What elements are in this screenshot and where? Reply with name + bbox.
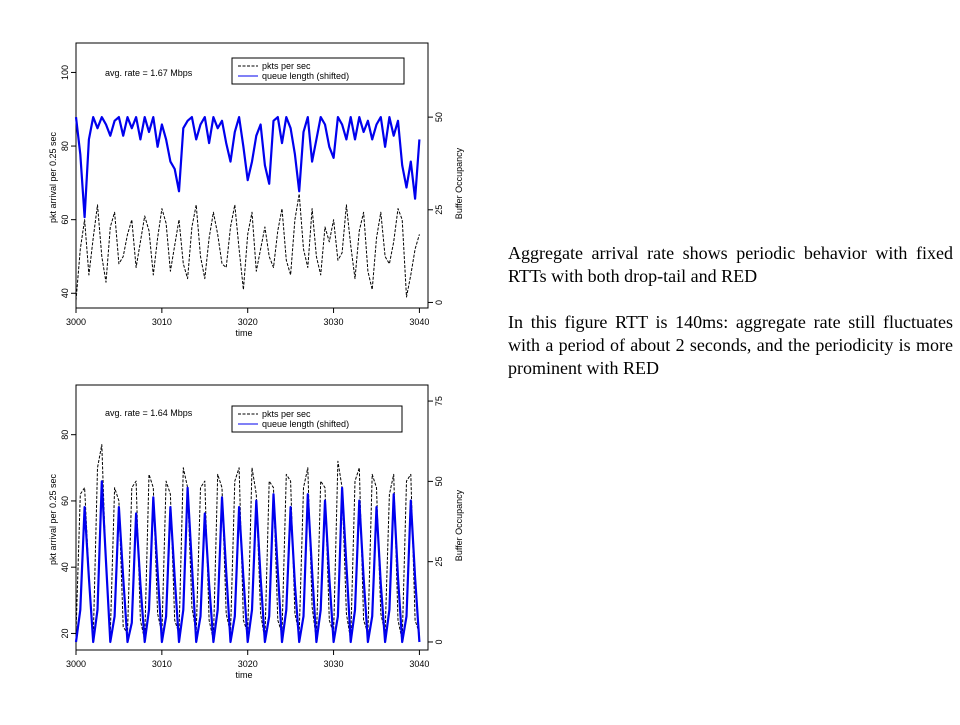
bottom-plot-frame bbox=[75, 384, 429, 651]
top-legend-label: queue length (shifted) bbox=[262, 71, 349, 81]
chart-top: 3000 3010 3020 3030 3040 time 40 60 80 100 pkt arr… bbox=[48, 42, 464, 338]
top-x-tick-label: 3030 bbox=[324, 317, 344, 327]
bottom-y-axis-label: pkt arrival per 0.25 sec bbox=[48, 473, 58, 565]
bottom-legend-label: queue length (shifted) bbox=[262, 419, 349, 429]
top-queue-length-line bbox=[74, 115, 421, 219]
bottom-legend-label: pkts per sec bbox=[262, 409, 311, 419]
top-avg-rate-annotation: avg. rate = 1.67 Mbps bbox=[105, 68, 193, 78]
chart-bottom: 3000 3010 3020 3030 3040 time 20 40 60 80 pkt arri… bbox=[48, 384, 464, 680]
top-y2-tick-label: 50 bbox=[434, 112, 444, 122]
top-y2-tick-label: 0 bbox=[434, 300, 444, 305]
top-y2-axis-label: Buffer Occupancy bbox=[454, 147, 464, 219]
bottom-y2-tick-label: 50 bbox=[434, 476, 444, 486]
bottom-queue-length-line bbox=[74, 480, 421, 644]
top-legend-label: pkts per sec bbox=[262, 61, 311, 71]
top-x-tick-label: 3010 bbox=[152, 317, 172, 327]
bottom-x-tick-label: 3040 bbox=[409, 659, 429, 669]
top-legend-box bbox=[231, 57, 405, 85]
bottom-y-tick-label: 80 bbox=[60, 430, 70, 440]
bottom-x-tick-label: 3010 bbox=[152, 659, 172, 669]
top-y-tick-label: 60 bbox=[60, 215, 70, 225]
top-y2-tick-label: 25 bbox=[434, 205, 444, 215]
bottom-y2-tick-label: 0 bbox=[434, 639, 444, 644]
top-y-tick-label: 80 bbox=[60, 141, 70, 151]
top-x-tick-label: 3000 bbox=[66, 317, 86, 327]
top-x-tick-label: 3020 bbox=[238, 317, 258, 327]
bottom-y-tick-label: 40 bbox=[60, 562, 70, 572]
bottom-legend-box bbox=[231, 405, 403, 433]
caption-paragraph-2: In this figure RTT is 140ms: aggregate r… bbox=[508, 312, 953, 378]
caption-paragraph-1: Aggregate arrival rate shows periodic be… bbox=[508, 243, 953, 286]
top-y-tick-label: 40 bbox=[60, 288, 70, 298]
bottom-y-tick-label: 20 bbox=[60, 628, 70, 638]
bottom-x-tick-label: 3020 bbox=[238, 659, 258, 669]
bottom-x-tick-label: 3000 bbox=[66, 659, 86, 669]
top-plot-frame bbox=[75, 42, 429, 309]
bottom-pkts-per-sec-line bbox=[75, 444, 420, 641]
bottom-y2-axis-label: Buffer Occupancy bbox=[454, 489, 464, 561]
top-x-tick-label: 3040 bbox=[409, 317, 429, 327]
bottom-avg-rate-annotation: avg. rate = 1.64 Mbps bbox=[105, 408, 193, 418]
bottom-x-axis-label: time bbox=[235, 670, 252, 680]
top-x-axis-label: time bbox=[235, 328, 252, 338]
top-pkts-per-sec-line bbox=[75, 193, 420, 301]
caption: Aggregate arrival rate shows periodic be… bbox=[508, 242, 953, 403]
bottom-y2-tick-label: 25 bbox=[434, 557, 444, 567]
top-y-axis-label: pkt arrival per 0.25 sec bbox=[48, 131, 58, 223]
bottom-x-tick-label: 3030 bbox=[324, 659, 344, 669]
bottom-y-tick-label: 60 bbox=[60, 496, 70, 506]
bottom-y2-tick-label: 75 bbox=[434, 396, 444, 406]
top-y-tick-label: 100 bbox=[60, 65, 70, 80]
